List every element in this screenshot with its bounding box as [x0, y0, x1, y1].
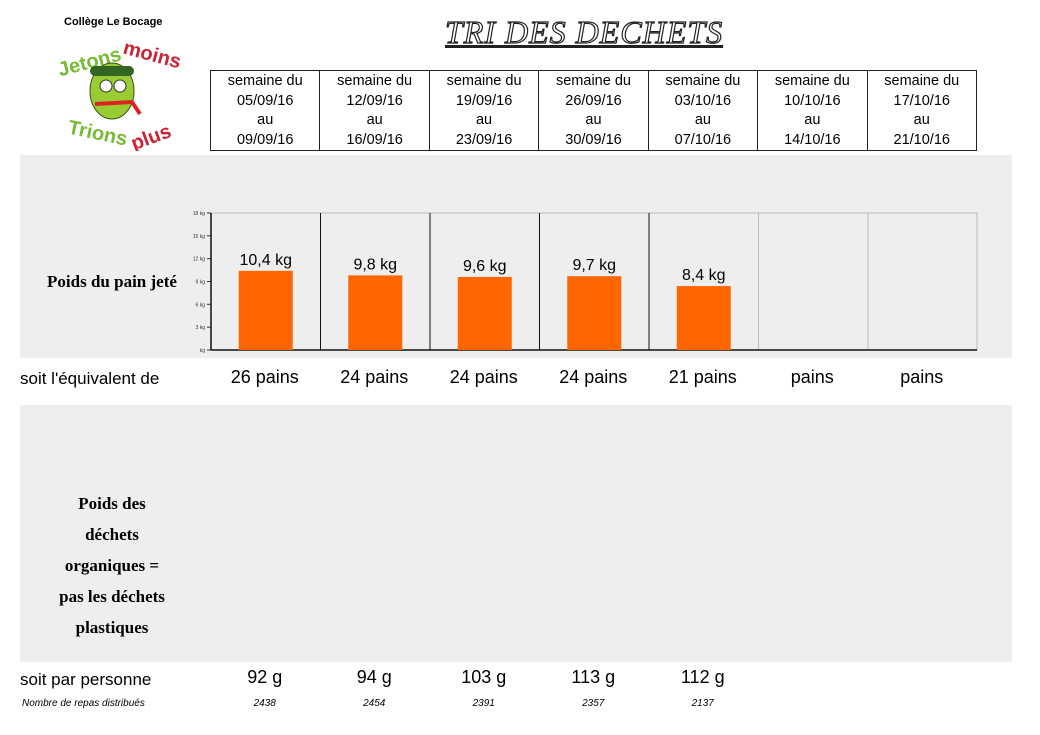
week-from: 03/10/16	[674, 92, 732, 109]
painsRow-cell: 24 pains	[340, 367, 409, 387]
mealsRow-cell: 2438	[253, 698, 276, 709]
organic-label-line: déchets	[85, 525, 139, 544]
week-from: 26/09/16	[565, 92, 622, 109]
week-au: au	[913, 112, 930, 128]
painsRow-cell: 21 pains	[668, 367, 737, 387]
y-tick-label: 9 kg	[196, 280, 206, 286]
y-tick-label: 6 kg	[196, 302, 206, 308]
y-tick-label: 15 kg	[193, 234, 205, 240]
week-to: 21/10/16	[893, 131, 950, 148]
week-l1: semaine du	[446, 73, 522, 89]
week-to: 14/10/16	[784, 131, 841, 148]
bar	[348, 275, 403, 350]
week-from: 19/09/16	[455, 92, 513, 109]
organic-label: Poids des déchets organiques = pas les déch…	[22, 488, 202, 643]
week-to: 07/10/16	[674, 131, 732, 148]
week-to: 09/09/16	[236, 131, 294, 148]
bar-data-label: 10,4 kg	[240, 252, 292, 269]
mealsRow-cell: 2137	[691, 698, 714, 709]
week-header: semaine du 17/10/16 au 21/10/16	[866, 71, 976, 150]
organic-label-line: organiques =	[64, 556, 160, 575]
organic-label-line: Poids des	[78, 494, 146, 513]
week-from: 17/10/16	[893, 92, 950, 109]
organic-label-line: pas les déchets	[59, 587, 165, 606]
meals-label: Nombre de repas distribués	[22, 698, 145, 709]
ppRow-cell: 113 g	[571, 667, 616, 687]
bar	[457, 276, 512, 350]
bar	[567, 276, 622, 350]
ppRow-cell: 112 g	[680, 667, 725, 687]
logo: Jetons moins Trions plus	[56, 37, 184, 151]
week-to: 30/09/16	[565, 131, 622, 148]
week-l1: semaine du	[227, 73, 303, 89]
week-from: 10/10/16	[784, 92, 841, 109]
week-au: au	[694, 112, 711, 128]
ppRow-cell: 92 g	[247, 667, 283, 687]
bar-data-label: 9,7 kg	[572, 257, 616, 274]
y-tick-label: 12 kg	[193, 257, 205, 263]
week-au: au	[804, 112, 821, 128]
week-header: semaine du 12/09/16 au 16/09/16	[319, 71, 428, 150]
week-l1: semaine du	[665, 73, 741, 89]
bread-row-label: soit l'équivalent de	[20, 369, 160, 388]
week-header: semaine du 19/09/16 au 23/09/16	[428, 71, 538, 150]
week-au: au	[257, 112, 274, 128]
organic-panel	[20, 405, 1012, 662]
organic-row-label: soit par personne	[20, 670, 152, 689]
week-l1: semaine du	[884, 73, 960, 89]
week-l1: semaine du	[337, 73, 413, 89]
bar-data-label: 9,6 kg	[463, 258, 507, 275]
week-header: semaine du 10/10/16 au 14/10/16	[757, 71, 866, 150]
bar	[238, 270, 293, 350]
painsRow-cell: 24 pains	[559, 367, 628, 387]
week-from: 12/09/16	[346, 92, 403, 109]
ppRow-cell: 103 g	[461, 667, 507, 687]
bread-label: Poids du pain jeté	[47, 272, 177, 291]
week-l1: semaine du	[774, 73, 850, 89]
organic-label-line: plastiques	[75, 618, 149, 637]
mealsRow-cell: 2391	[472, 698, 495, 709]
painsRow-cell: 24 pains	[449, 367, 518, 387]
week-to: 16/09/16	[346, 131, 403, 148]
week-header: semaine du 26/09/16 au 30/09/16	[538, 71, 647, 150]
week-au: au	[475, 112, 493, 128]
painsRow-cell: pains	[900, 367, 944, 387]
ppRow-cell: 94 g	[356, 667, 392, 687]
bar	[676, 286, 731, 350]
y-tick-label: kg	[200, 348, 206, 354]
week-l1: semaine du	[555, 73, 631, 89]
y-tick-label: 18 kg	[193, 211, 205, 217]
painsRow-cell: pains	[790, 367, 834, 387]
mealsRow-cell: 2454	[363, 698, 386, 709]
week-to: 23/09/16	[455, 131, 513, 148]
bar-data-label: 8,4 kg	[682, 267, 726, 284]
page-title: TRI DES DECHETS	[444, 13, 724, 50]
weeks-table: semaine du 05/09/16 au 09/09/16 semaine du 12…	[210, 70, 977, 151]
week-header: semaine du 03/10/16 au 07/10/16	[647, 71, 757, 150]
mealsRow-cell: 2357	[582, 698, 605, 709]
week-au: au	[585, 112, 602, 128]
bar-data-label: 9,8 kg	[353, 256, 397, 273]
painsRow-cell: 26 pains	[230, 367, 299, 387]
week-au: au	[366, 112, 383, 128]
y-tick-label: 3 kg	[196, 325, 206, 331]
week-header: semaine du 05/09/16 au 09/09/16	[211, 71, 319, 150]
week-from: 05/09/16	[236, 92, 294, 109]
school-name: Collège Le Bocage	[64, 16, 163, 28]
